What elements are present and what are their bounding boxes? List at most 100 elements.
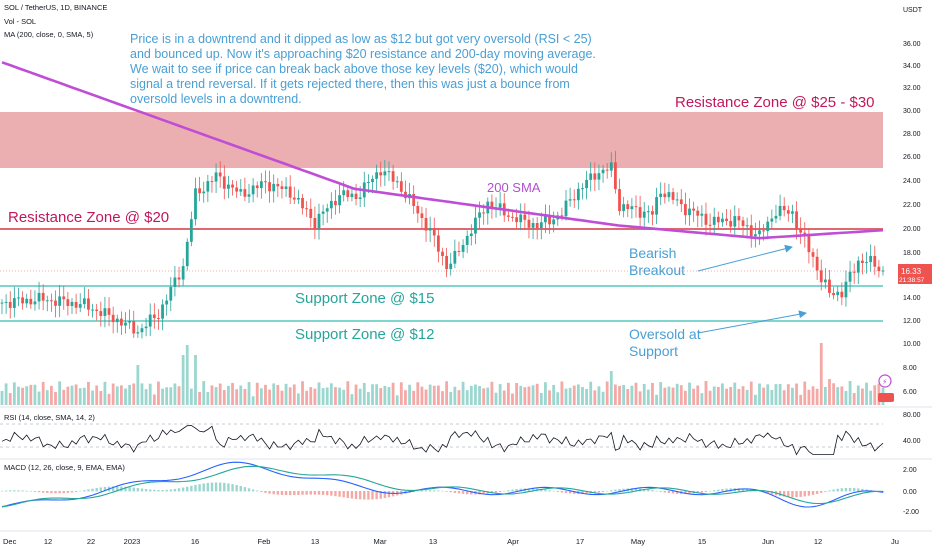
histogram-bar: [62, 491, 65, 494]
histogram-bar: [441, 490, 444, 492]
time-tick: May: [631, 537, 645, 546]
volume-bar: [148, 383, 152, 405]
volume-bar: [0, 391, 4, 405]
volume-bar: [791, 387, 794, 405]
candle-body: [54, 300, 57, 306]
volume-bar: [280, 390, 284, 405]
volume-bar: [317, 382, 321, 405]
candle-body: [399, 181, 403, 192]
volume-bar: [469, 385, 473, 405]
histogram-bar: [815, 491, 819, 494]
histogram-bar: [688, 491, 691, 494]
candle-body: [185, 241, 189, 267]
histogram-bar: [301, 491, 304, 495]
candle-body: [552, 219, 556, 225]
volume-bar: [395, 395, 399, 405]
time-tick: 15: [698, 537, 706, 546]
currency-label: USDT: [903, 7, 923, 14]
candle-body: [638, 207, 642, 218]
candle-body: [379, 172, 383, 176]
volume-bar: [655, 394, 658, 405]
volume-bar: [576, 384, 580, 405]
candle-body: [152, 314, 156, 319]
volume-bar: [572, 385, 576, 405]
candle-body: [4, 301, 8, 303]
candle-body: [317, 213, 321, 229]
volume-bar: [78, 388, 82, 405]
volume-bar: [786, 384, 790, 405]
volume-bar: [778, 384, 782, 405]
volume-bar: [251, 396, 255, 405]
candle-body: [515, 217, 519, 223]
histogram-bar: [717, 489, 720, 492]
histogram-bar: [66, 491, 70, 493]
volume-bar: [334, 387, 337, 405]
candle-body: [873, 255, 877, 267]
volume-bar: [346, 381, 350, 405]
volume-bar: [828, 379, 831, 405]
histogram-bar: [21, 490, 24, 492]
histogram-bar: [363, 491, 366, 500]
candle-body: [264, 181, 267, 183]
candle-body: [395, 181, 399, 183]
histogram-bar: [256, 490, 259, 492]
volume-bar: [416, 382, 420, 405]
histogram-bar: [95, 487, 98, 492]
candle-body: [366, 182, 370, 184]
candle-body: [161, 304, 164, 319]
volume-bar: [605, 381, 609, 405]
candle-body: [704, 213, 708, 225]
volume-bar: [688, 382, 691, 405]
histogram-bar: [132, 487, 135, 492]
resistance-upper-label: Resistance Zone @ $25 - $30: [675, 94, 875, 111]
candle-body: [231, 184, 234, 188]
histogram-bar: [515, 489, 518, 492]
candle-body: [618, 189, 621, 212]
price-tick: 32.00: [903, 85, 921, 92]
volume-bar: [371, 384, 374, 405]
volume-bar: [41, 381, 45, 405]
volume-bar: [408, 384, 411, 405]
histogram-bar: [243, 487, 247, 492]
volume-bar: [560, 381, 564, 405]
volume-bar: [548, 390, 551, 405]
volume-bar: [667, 386, 671, 405]
candle-body: [387, 171, 391, 173]
candle-body: [272, 183, 276, 192]
candle-body: [622, 204, 626, 212]
histogram-bar: [560, 491, 564, 493]
volume-bar: [25, 386, 29, 405]
time-tick: 12: [44, 537, 52, 546]
candle-body: [194, 188, 197, 220]
candle-body: [338, 195, 341, 206]
candle-body: [531, 223, 535, 228]
candle-body: [646, 211, 650, 213]
volume-bar: [362, 382, 366, 405]
volume-bar: [465, 390, 469, 405]
volume-bar: [626, 389, 630, 405]
volume-bar: [259, 388, 263, 405]
volume-bar: [169, 387, 173, 405]
volume-bar: [58, 381, 62, 405]
histogram-bar: [700, 491, 704, 493]
volume-bar: [589, 381, 593, 405]
candle-body: [671, 192, 675, 200]
histogram-bar: [696, 491, 699, 494]
candle-body: [474, 217, 477, 234]
candle-body: [881, 270, 885, 272]
histogram-bar: [136, 488, 140, 492]
histogram-bar: [334, 491, 337, 497]
candle-body: [667, 192, 671, 198]
candle-body: [111, 314, 115, 323]
resistance-20-label: Resistance Zone @ $20: [8, 209, 169, 226]
candle-body: [62, 296, 66, 300]
volume-bar: [807, 389, 811, 405]
volume-bar: [675, 383, 679, 405]
candle-body: [25, 298, 29, 304]
oversold-arrow: [697, 310, 807, 334]
price-tick: 10.00: [903, 341, 921, 348]
histogram-bar: [643, 488, 646, 492]
volume-bar: [412, 390, 416, 405]
volume-bar: [342, 389, 346, 405]
